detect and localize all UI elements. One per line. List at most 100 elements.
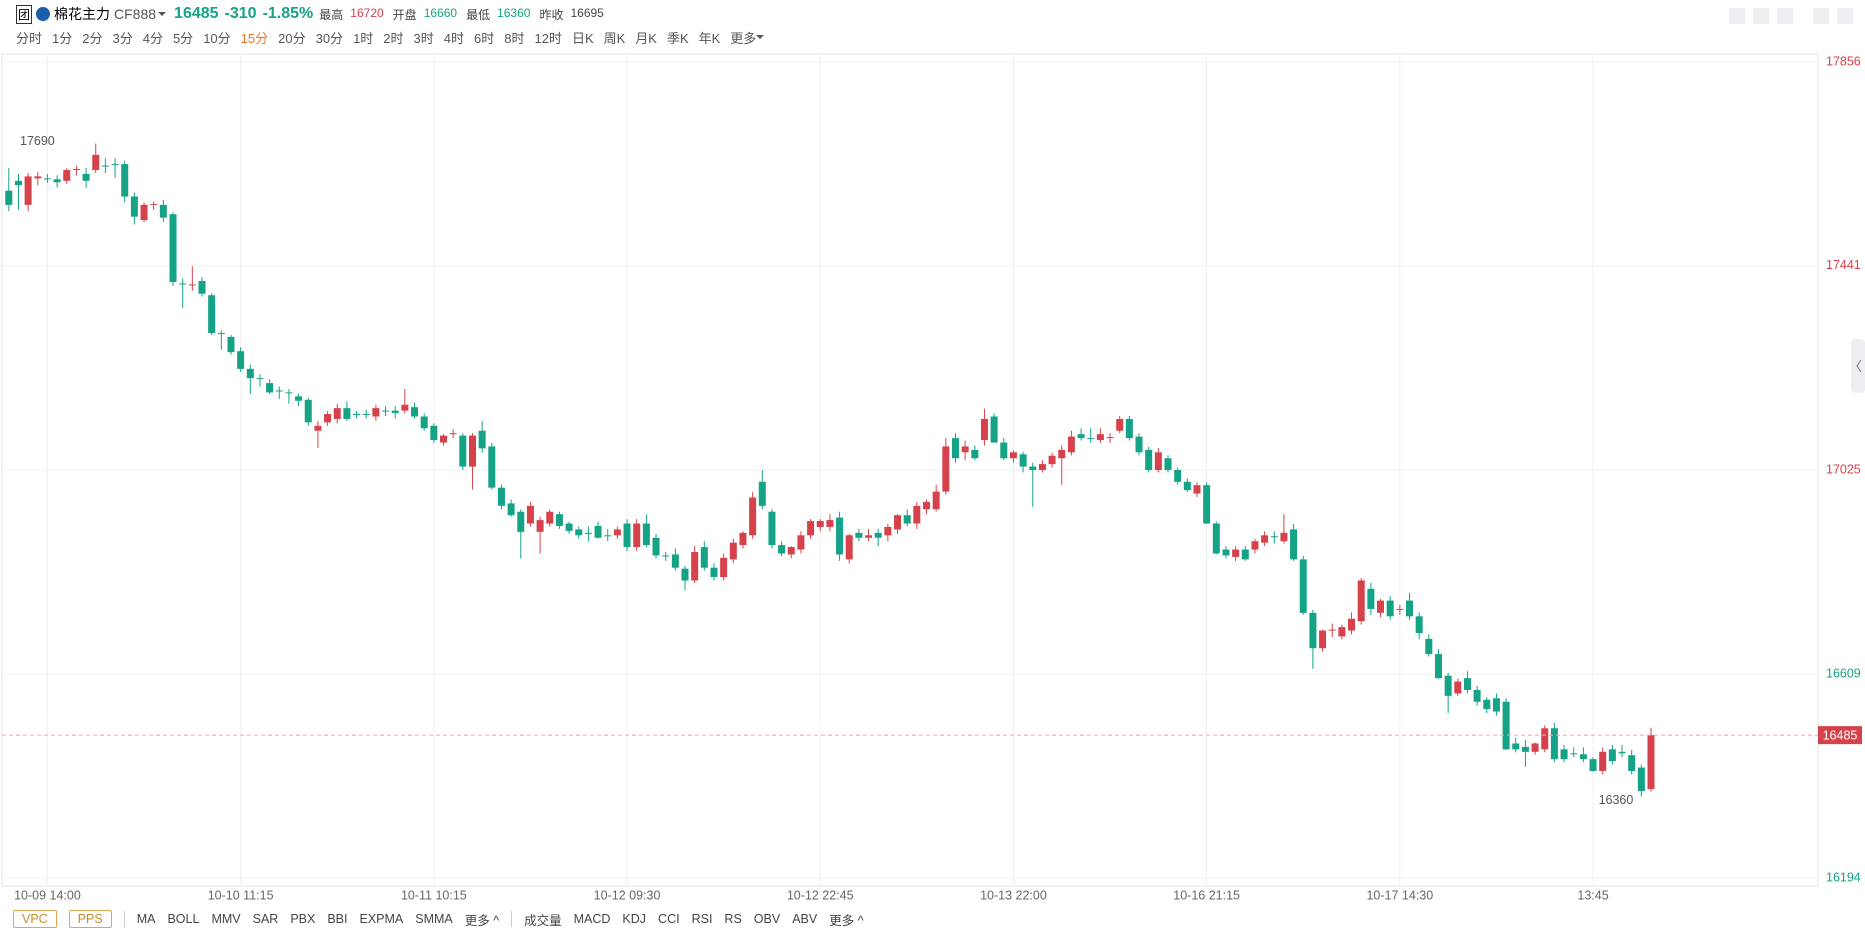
indicator[interactable]: OBV [753,912,781,926]
indicator[interactable]: VPC [13,910,57,928]
period[interactable]: 3分 [112,30,133,46]
period[interactable]: 1分 [52,30,73,46]
period[interactable]: 2分 [82,30,103,46]
candle-body [836,517,844,555]
period[interactable]: 1时 [353,30,374,46]
candle-body [1241,549,1249,560]
indicators: VPC PPS MA BOLL MMV SAR PBX BBI EXPMA SMMA 更多 ^ 成交量… [13,908,864,930]
indicator[interactable]: MMV [211,912,241,926]
candle-body [884,526,892,536]
indicator[interactable]: SMMA [415,912,453,926]
period[interactable]: 4分 [142,30,163,46]
period[interactable]: 4时 [443,30,464,46]
candle-body [517,511,525,532]
period[interactable]: 季K [666,30,689,46]
candle-body [865,535,873,538]
indicator[interactable]: MACD [573,912,611,926]
indicator[interactable]: 更多 ^ [464,913,500,928]
indicator[interactable]: SAR [252,912,279,926]
indicator[interactable]: ABV [792,912,818,926]
indicator[interactable]: 成交量 [524,913,562,928]
candle-body [1251,541,1259,550]
period[interactable]: 月K [635,30,657,46]
candle-body [807,521,815,536]
period[interactable]: 6时 [474,30,495,46]
indicator[interactable]: MA [136,912,156,926]
indicator[interactable]: CCI [658,912,680,926]
candle-body [1444,675,1452,696]
last-price-box [1818,726,1862,745]
period[interactable]: 15分 [240,30,269,46]
change: -310 [224,5,257,22]
candle-body [1579,754,1587,760]
indicator[interactable]: PBX [290,912,316,926]
candle-body [130,196,138,217]
candle-body [594,525,602,538]
candle-body [227,336,235,353]
candle-body [575,529,583,536]
candle-body [1473,689,1481,702]
period[interactable]: 10分 [203,30,231,46]
tool[interactable] [1837,8,1853,24]
candle-body [497,487,505,506]
x-tick-label: 10-13 22:00 [980,888,1047,902]
candle-body [971,449,979,459]
contract-code[interactable]: CF888 [114,6,157,22]
period[interactable]: 5分 [172,30,194,46]
tool[interactable] [1729,8,1745,24]
x-tick-label: 10-11 10:15 [401,888,467,902]
candle-body [691,551,699,581]
period[interactable]: 年K [698,30,721,46]
candle-body [942,446,950,492]
candle-body [623,523,631,548]
candle-body [1212,523,1220,554]
candle-body [903,515,911,524]
indicator[interactable]: BBI [327,912,348,926]
period[interactable]: 日K [571,30,594,46]
candle-body [266,383,274,393]
candle-body [1396,608,1404,610]
candle-body [1492,698,1500,712]
candle-body [111,164,119,166]
tool[interactable] [1753,8,1769,24]
tool[interactable] [1777,8,1793,24]
period[interactable]: 30分 [315,30,344,46]
indicator[interactable]: RS [724,912,742,926]
y-tick-label: 17856 [1826,54,1861,68]
candle-body [1290,529,1298,560]
candle-body [1299,559,1307,613]
dropdown[interactable] [756,35,765,43]
period[interactable]: 周K [603,30,626,46]
indicator[interactable]: KDJ [622,912,647,926]
candle-body [758,481,766,506]
indicator[interactable]: RSI [691,912,713,926]
indicator[interactable]: BOLL [167,912,200,926]
candle-body [797,535,805,550]
indicator[interactable]: PPS [68,910,112,928]
candle-body [468,435,476,467]
indicator[interactable]: EXPMA [359,912,404,926]
tool[interactable] [1813,8,1829,24]
period[interactable]: 12时 [534,30,562,46]
candle-body [1183,481,1191,491]
candle-body [401,404,409,411]
low-label: 16360 [1599,793,1634,807]
candle-body [894,515,902,530]
period[interactable]: 分时 [16,30,43,46]
stat-label: 最高 [319,7,344,22]
candle-body [720,557,728,578]
period[interactable]: 8时 [504,30,525,46]
period[interactable]: 3时 [413,30,434,46]
period[interactable]: 更多 [730,30,757,46]
dropdown[interactable] [158,12,167,20]
candle-body [1541,728,1549,750]
indicator[interactable]: 更多 ^ [829,913,864,928]
candle-body [1309,612,1317,649]
candle-body [1203,485,1211,524]
separator [511,911,513,927]
period[interactable]: 2时 [383,30,404,46]
candle-body [1406,600,1413,617]
period[interactable]: 20分 [278,30,306,46]
candle-body [188,284,196,286]
